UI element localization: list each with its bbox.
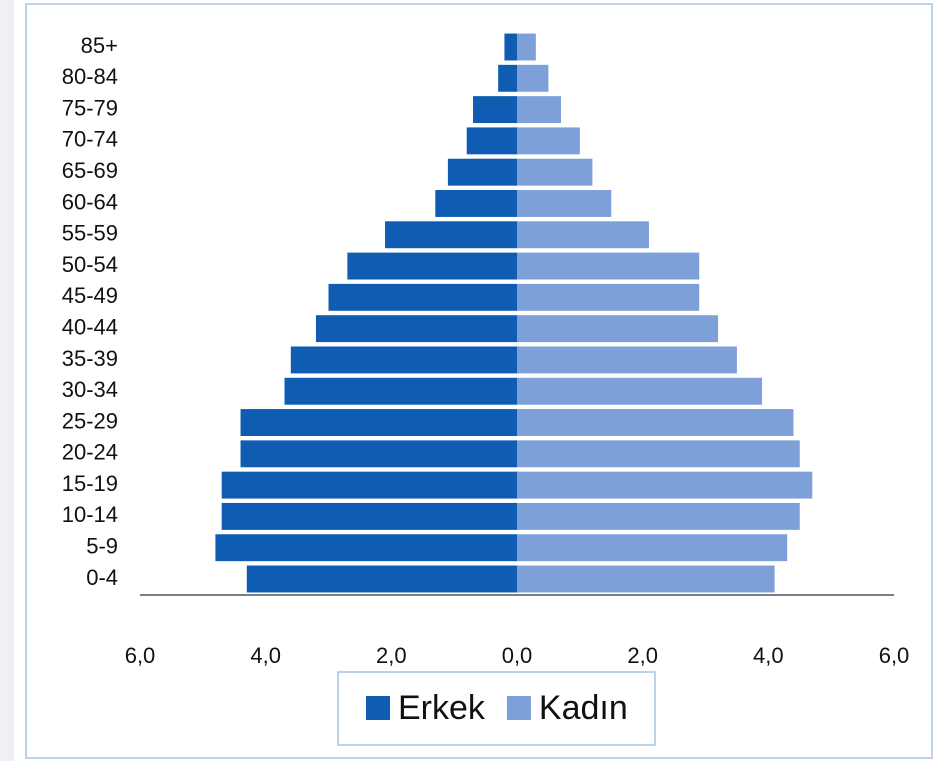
bar [517, 221, 649, 249]
y-tick-label: 35-39 [62, 346, 118, 371]
bar [347, 252, 517, 280]
y-tick-label: 20-24 [62, 440, 118, 465]
bar [221, 502, 517, 530]
y-tick-label: 50-54 [62, 252, 118, 277]
bar [517, 252, 700, 280]
bar [517, 502, 800, 530]
bar [246, 565, 518, 593]
bar [517, 64, 549, 92]
legend-label: Kadın [539, 689, 628, 727]
y-tick-label: 40-44 [62, 314, 118, 339]
bar [240, 440, 518, 468]
bar [517, 534, 788, 562]
bar [517, 471, 813, 499]
bar [315, 315, 517, 343]
y-tick-label: 60-64 [62, 189, 118, 214]
bar [517, 409, 794, 436]
x-tick-label: 4,0 [753, 643, 784, 668]
y-tick-label: 15-19 [62, 471, 118, 496]
bar [517, 346, 737, 374]
bar [504, 33, 517, 61]
x-tick-label: 2,0 [627, 643, 658, 668]
chart-frame [25, 3, 933, 759]
bar [517, 440, 800, 468]
bar [517, 377, 763, 405]
bar [517, 283, 700, 311]
y-tick-label: 80-84 [62, 64, 118, 89]
y-tick-label: 25-29 [62, 408, 118, 433]
bar [290, 346, 517, 374]
legend-label: Erkek [398, 689, 486, 727]
y-tick-label: 45-49 [62, 283, 118, 308]
x-tick-label: 0,0 [502, 643, 533, 668]
bar [328, 283, 517, 311]
bar [215, 534, 517, 562]
bar [240, 409, 518, 436]
bar [466, 127, 517, 155]
side-strip [0, 0, 14, 761]
y-tick-label: 0-4 [86, 565, 118, 590]
y-tick-label: 70-74 [62, 127, 118, 152]
bar [284, 377, 517, 405]
bar [517, 158, 593, 186]
bar [517, 565, 775, 593]
y-tick-label: 10-14 [62, 502, 118, 527]
y-tick-label: 65-69 [62, 158, 118, 183]
bar [221, 471, 517, 499]
x-tick-label: 4,0 [250, 643, 281, 668]
y-tick-label: 75-79 [62, 95, 118, 120]
y-tick-label: 5-9 [86, 534, 118, 559]
bar [517, 190, 612, 217]
bar [385, 221, 517, 249]
bar [435, 190, 517, 217]
y-tick-label: 55-59 [62, 221, 118, 246]
y-tick-label: 30-34 [62, 377, 118, 402]
legend-box [337, 671, 656, 746]
x-tick-label: 6,0 [879, 643, 910, 668]
bar [517, 96, 561, 124]
bar [517, 127, 580, 155]
bar [447, 158, 517, 186]
legend-swatch [366, 696, 390, 720]
bar [517, 315, 719, 343]
bar [517, 33, 536, 61]
y-tick-label: 85+ [81, 33, 118, 58]
bar [473, 96, 517, 124]
bar [498, 64, 517, 92]
x-tick-label: 2,0 [376, 643, 407, 668]
legend-swatch [506, 696, 531, 720]
x-tick-label: 6,0 [125, 643, 156, 668]
